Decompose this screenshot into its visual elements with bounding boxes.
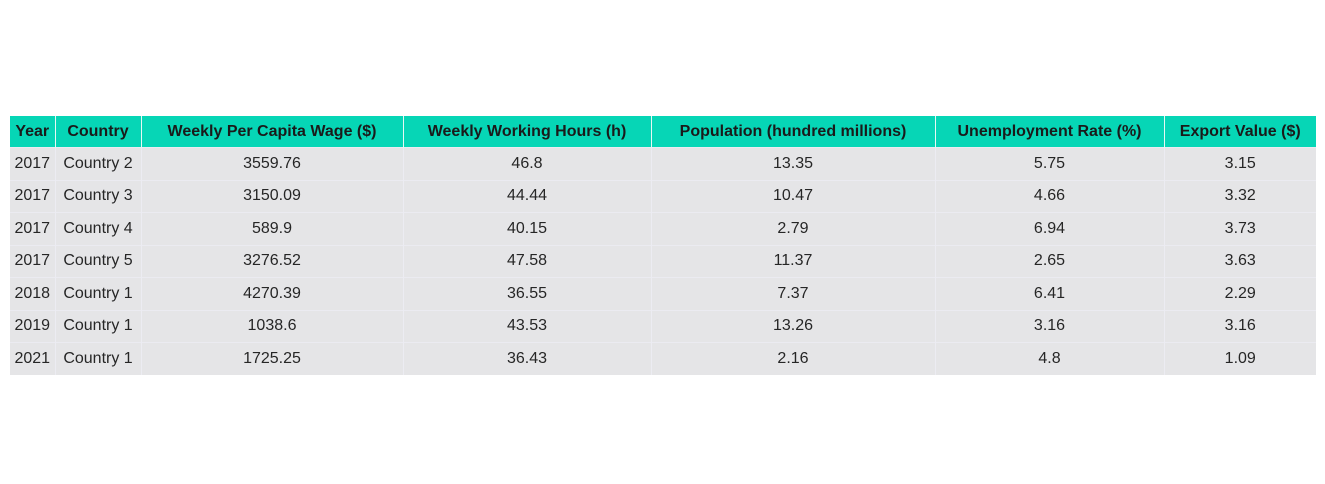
header-unemployment: Unemployment Rate (%) — [935, 116, 1165, 148]
cell-working-hours: 43.53 — [403, 309, 652, 343]
cell-unemployment: 3.16 — [935, 309, 1165, 343]
cell-working-hours: 36.43 — [403, 342, 652, 375]
cell-country: Country 1 — [55, 342, 142, 375]
cell-weekly-wage: 3150.09 — [141, 179, 404, 213]
cell-population: 2.16 — [651, 342, 936, 375]
cell-country: Country 1 — [55, 277, 142, 310]
cell-export-value: 3.15 — [1164, 147, 1316, 180]
cell-population: 13.26 — [651, 309, 936, 343]
cell-working-hours: 40.15 — [403, 212, 652, 245]
header-row: Year Country Weekly Per Capita Wage ($) … — [10, 116, 1316, 148]
cell-population: 7.37 — [651, 277, 936, 310]
cell-country: Country 2 — [55, 147, 142, 180]
table-row: 2017 Country 4 589.9 40.15 2.79 6.94 3.7… — [10, 212, 1316, 245]
header-working-hours: Weekly Working Hours (h) — [403, 116, 652, 148]
header-weekly-wage: Weekly Per Capita Wage ($) — [141, 116, 404, 148]
cell-working-hours: 46.8 — [403, 147, 652, 180]
cell-unemployment: 5.75 — [935, 147, 1165, 180]
cell-country: Country 5 — [55, 244, 142, 278]
cell-year: 2017 — [10, 244, 56, 278]
header-year: Year — [10, 116, 56, 148]
cell-weekly-wage: 1725.25 — [141, 342, 404, 375]
cell-unemployment: 2.65 — [935, 244, 1165, 278]
table-row: 2018 Country 1 4270.39 36.55 7.37 6.41 2… — [10, 277, 1316, 310]
cell-year: 2017 — [10, 212, 56, 245]
cell-working-hours: 44.44 — [403, 179, 652, 213]
cell-weekly-wage: 3276.52 — [141, 244, 404, 278]
cell-export-value: 3.32 — [1164, 179, 1316, 213]
cell-export-value: 3.63 — [1164, 244, 1316, 278]
cell-unemployment: 6.41 — [935, 277, 1165, 310]
header-population: Population (hundred millions) — [651, 116, 936, 148]
cell-population: 10.47 — [651, 179, 936, 213]
table-row: 2017 Country 2 3559.76 46.8 13.35 5.75 3… — [10, 147, 1316, 180]
cell-weekly-wage: 589.9 — [141, 212, 404, 245]
cell-population: 13.35 — [651, 147, 936, 180]
cell-unemployment: 4.8 — [935, 342, 1165, 375]
cell-export-value: 2.29 — [1164, 277, 1316, 310]
cell-weekly-wage: 1038.6 — [141, 309, 404, 343]
data-table: Year Country Weekly Per Capita Wage ($) … — [10, 116, 1316, 375]
cell-year: 2017 — [10, 179, 56, 213]
table-row: 2017 Country 3 3150.09 44.44 10.47 4.66 … — [10, 179, 1316, 213]
cell-year: 2018 — [10, 277, 56, 310]
table-row: 2019 Country 1 1038.6 43.53 13.26 3.16 3… — [10, 309, 1316, 343]
cell-weekly-wage: 3559.76 — [141, 147, 404, 180]
cell-working-hours: 36.55 — [403, 277, 652, 310]
cell-population: 2.79 — [651, 212, 936, 245]
cell-export-value: 3.16 — [1164, 309, 1316, 343]
header-country: Country — [55, 116, 142, 148]
table-row: 2017 Country 5 3276.52 47.58 11.37 2.65 … — [10, 244, 1316, 278]
cell-export-value: 1.09 — [1164, 342, 1316, 375]
cell-year: 2017 — [10, 147, 56, 180]
table-row: 2021 Country 1 1725.25 36.43 2.16 4.8 1.… — [10, 342, 1316, 375]
cell-export-value: 3.73 — [1164, 212, 1316, 245]
cell-working-hours: 47.58 — [403, 244, 652, 278]
cell-weekly-wage: 4270.39 — [141, 277, 404, 310]
cell-population: 11.37 — [651, 244, 936, 278]
cell-country: Country 1 — [55, 309, 142, 343]
cell-country: Country 4 — [55, 212, 142, 245]
header-export-value: Export Value ($) — [1164, 116, 1316, 148]
cell-year: 2021 — [10, 342, 56, 375]
cell-unemployment: 4.66 — [935, 179, 1165, 213]
data-table-container: Year Country Weekly Per Capita Wage ($) … — [10, 116, 1316, 375]
cell-unemployment: 6.94 — [935, 212, 1165, 245]
cell-country: Country 3 — [55, 179, 142, 213]
cell-year: 2019 — [10, 309, 56, 343]
